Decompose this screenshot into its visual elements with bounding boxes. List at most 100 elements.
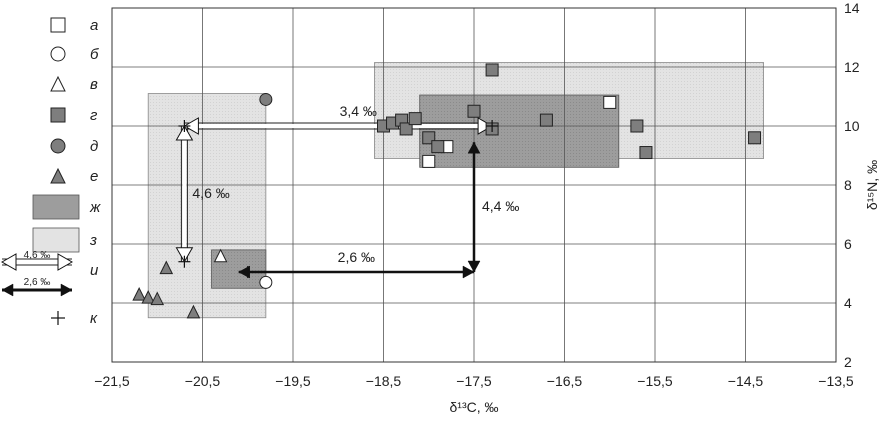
legend-item-б: б: [50, 46, 99, 63]
legend-arrow-head: [60, 283, 73, 297]
y-tick-label-3: 8: [844, 177, 852, 193]
legend-label-и: и: [90, 262, 99, 279]
x-tick-label-3: −18,5: [366, 373, 402, 389]
point-д-0: [259, 92, 273, 106]
point-а-0: [603, 95, 617, 109]
dark-box-ж-3: [419, 94, 620, 168]
boxes-layer: [147, 62, 765, 319]
y-tick-label-2: 6: [844, 236, 852, 252]
legend-item-з: з: [32, 227, 97, 253]
arrow-label-0: 3,4 ‰: [340, 103, 377, 119]
legend-item-в: в: [50, 75, 98, 93]
point-а-1: [422, 154, 436, 168]
point-б-0: [259, 275, 273, 289]
x-tick-label-4: −17,5: [456, 373, 492, 389]
arrow-head: [183, 117, 199, 135]
x-tick-label-0: −21,5: [94, 373, 130, 389]
x-tick-label-1: −20,5: [185, 373, 221, 389]
arrow-2: [238, 265, 475, 279]
point-г-4: [408, 112, 422, 126]
point-г-11: [630, 119, 644, 133]
legend-label-ж: ж: [89, 199, 101, 216]
legend-label-е: е: [90, 168, 98, 185]
x-tick-label-2: −19,5: [275, 373, 311, 389]
legend-item-е: е: [50, 167, 98, 185]
legend-label-г: г: [90, 107, 98, 124]
point-к-1: [241, 266, 254, 279]
legend-symbol-filled-square: [50, 107, 66, 123]
light-box-swatch: [32, 227, 80, 253]
legend-arrow-head: [0, 253, 17, 271]
y-tick-label-0: 2: [844, 354, 852, 370]
arrow-label-2: 2,6 ‰: [338, 249, 375, 265]
legend-arrow-head: [1, 283, 14, 297]
legend-symbol-filled-circle: [50, 138, 66, 154]
arrow-head: [467, 141, 481, 154]
legend-item-г: г: [50, 107, 98, 124]
x-tick-label-7: −14,5: [728, 373, 764, 389]
legend-item-к: к: [51, 310, 98, 327]
arrow-0: [183, 117, 494, 135]
point-в-0: [213, 248, 228, 263]
plot-frame: [111, 7, 837, 363]
legend-item-ж: ж: [32, 194, 101, 220]
legend-symbol-open-triangle: [50, 75, 66, 92]
legend-label-д: д: [90, 138, 98, 155]
point-е-1: [141, 289, 156, 304]
arrow-head: [477, 117, 494, 135]
legend-item-д: д: [50, 138, 98, 155]
x-tick-label-6: −15,5: [637, 373, 673, 389]
point-е-3: [159, 260, 174, 275]
legend-symbol-filled-triangle: [50, 167, 66, 184]
dark-box-swatch: [32, 194, 80, 220]
legend-label-з: з: [89, 232, 97, 249]
legend-symbol-cross: [51, 311, 65, 325]
legend-symbol-open-circle: [50, 46, 66, 62]
legend-arrow-label-solid: 2,6 ‰: [24, 277, 51, 288]
legend-arrow-label-open: 4,6 ‰: [24, 250, 51, 261]
arrow-1: [175, 124, 194, 263]
y-tick-label-4: 10: [844, 118, 860, 134]
point-г-7: [467, 104, 481, 118]
point-г-8: [485, 63, 499, 77]
legend-symbol-open-square: [50, 17, 66, 33]
legend-label-б: б: [90, 46, 99, 63]
arrow-label-1: 4,6 ‰: [192, 185, 229, 201]
x-tick-label-5: −16,5: [547, 373, 583, 389]
legend-label-в: в: [90, 76, 98, 93]
points-layer: [132, 63, 762, 319]
x-tick-label-8: −13,5: [818, 373, 854, 389]
y-tick-label-6: 14: [844, 0, 860, 16]
point-г-10: [539, 113, 553, 127]
point-е-2: [150, 291, 165, 306]
y-tick-label-1: 4: [844, 295, 852, 311]
point-е-0: [132, 287, 146, 301]
arrow-3: [467, 141, 481, 273]
point-е-4: [186, 304, 201, 319]
y-axis-label: δ¹⁵N, ‰: [864, 160, 880, 210]
arrow-head: [467, 260, 481, 273]
x-axis-label: δ¹³C, ‰: [449, 399, 498, 415]
point-г-3: [399, 122, 413, 136]
arrow-head: [462, 265, 475, 279]
arrow-head: [175, 124, 194, 141]
arrow-head: [175, 247, 194, 263]
legend-item-и: 4,6 ‰ 2,6 ‰ и: [0, 250, 99, 297]
legend-item-а: а: [50, 17, 98, 34]
arrow-label-3: 4,4 ‰: [482, 198, 519, 214]
point-г-13: [748, 131, 762, 145]
axes-layer: −21,5 −20,5 −19,5 −18,5 −17,5 −16,5 −15,5 −14,5…: [94, 0, 880, 415]
legend-label-а: а: [90, 17, 98, 34]
arrows-layer: 3,4 ‰ 4,6 ‰ 2,6 ‰ 4,4 ‰: [175, 103, 519, 279]
point-к-0: [178, 255, 191, 268]
point-г-6: [431, 140, 445, 154]
point-к-2: [486, 120, 499, 132]
legend-arrow-head: [57, 253, 74, 271]
legend-label-к: к: [90, 310, 98, 327]
point-к-3: [178, 120, 191, 132]
point-г-12: [639, 146, 653, 160]
y-tick-label-5: 12: [844, 59, 860, 75]
